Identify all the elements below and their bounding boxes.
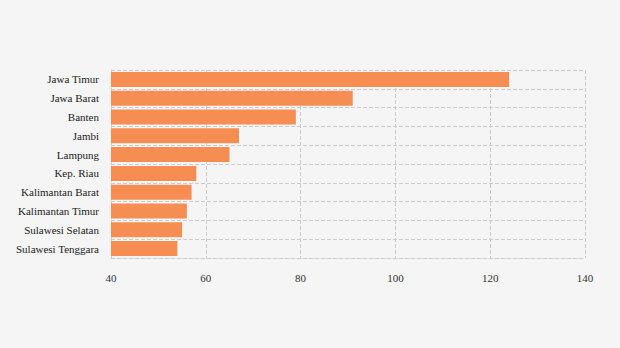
svg-text:Sulawesi Selatan: Sulawesi Selatan <box>24 224 99 236</box>
svg-text:Lampung: Lampung <box>57 149 100 161</box>
svg-text:80: 80 <box>295 272 307 284</box>
svg-text:Kep. Riau: Kep. Riau <box>54 167 99 179</box>
svg-text:Jawa Barat: Jawa Barat <box>50 92 99 104</box>
svg-text:40: 40 <box>106 272 118 284</box>
svg-text:Sulawesi Tenggara: Sulawesi Tenggara <box>16 243 99 255</box>
svg-text:100: 100 <box>387 272 404 284</box>
svg-text:Jawa Timur: Jawa Timur <box>47 73 99 85</box>
svg-text:Banten: Banten <box>68 111 100 123</box>
svg-text:Jambi: Jambi <box>73 130 99 142</box>
svg-text:120: 120 <box>482 272 499 284</box>
svg-text:Kalimantan Barat: Kalimantan Barat <box>21 186 99 198</box>
svg-text:Kalimantan Timur: Kalimantan Timur <box>18 205 99 217</box>
svg-text:140: 140 <box>577 272 594 284</box>
svg-text:60: 60 <box>200 272 212 284</box>
